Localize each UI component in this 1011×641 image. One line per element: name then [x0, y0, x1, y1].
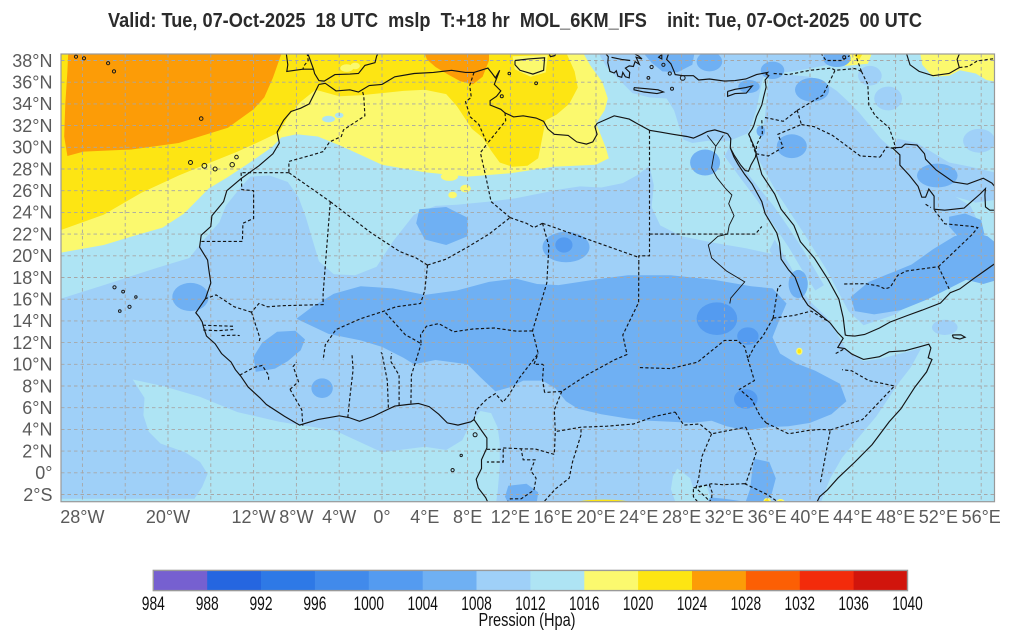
svg-text:8°W: 8°W — [279, 507, 313, 527]
svg-text:20°E: 20°E — [576, 507, 615, 527]
svg-text:28°W: 28°W — [60, 507, 104, 527]
svg-text:8°N: 8°N — [22, 376, 52, 396]
svg-text:1020: 1020 — [623, 594, 654, 615]
svg-text:36°N: 36°N — [12, 73, 52, 93]
svg-text:988: 988 — [196, 594, 219, 615]
svg-text:32°E: 32°E — [705, 507, 744, 527]
svg-text:26°N: 26°N — [12, 181, 52, 201]
svg-text:0°: 0° — [35, 463, 52, 483]
svg-text:8°E: 8°E — [453, 507, 482, 527]
svg-text:34°N: 34°N — [12, 94, 52, 114]
svg-text:1012: 1012 — [515, 594, 546, 615]
svg-text:28°N: 28°N — [12, 159, 52, 179]
svg-text:14°N: 14°N — [12, 311, 52, 331]
svg-text:40°E: 40°E — [790, 507, 829, 527]
svg-text:996: 996 — [303, 594, 326, 615]
svg-text:20°N: 20°N — [12, 246, 52, 266]
svg-text:4°W: 4°W — [322, 507, 356, 527]
svg-text:28°E: 28°E — [662, 507, 701, 527]
svg-text:1040: 1040 — [892, 594, 923, 615]
svg-text:24°N: 24°N — [12, 203, 52, 223]
svg-text:984: 984 — [142, 594, 165, 615]
svg-text:36°E: 36°E — [748, 507, 787, 527]
svg-text:32°N: 32°N — [12, 116, 52, 136]
svg-text:30°N: 30°N — [12, 138, 52, 158]
svg-text:1004: 1004 — [407, 594, 438, 615]
svg-text:1032: 1032 — [785, 594, 816, 615]
svg-text:1000: 1000 — [354, 594, 385, 615]
svg-text:44°E: 44°E — [833, 507, 872, 527]
svg-text:10°N: 10°N — [12, 355, 52, 375]
svg-text:1016: 1016 — [569, 594, 600, 615]
svg-text:992: 992 — [250, 594, 273, 615]
svg-text:56°E: 56°E — [962, 507, 1001, 527]
svg-text:12°N: 12°N — [12, 333, 52, 353]
svg-text:1036: 1036 — [838, 594, 869, 615]
svg-text:4°E: 4°E — [410, 507, 439, 527]
svg-text:16°E: 16°E — [534, 507, 573, 527]
svg-text:2°N: 2°N — [22, 441, 52, 461]
svg-text:52°E: 52°E — [919, 507, 958, 527]
svg-text:Pression (Hpa): Pression (Hpa) — [479, 610, 576, 630]
svg-text:1008: 1008 — [461, 594, 492, 615]
svg-text:1028: 1028 — [731, 594, 762, 615]
svg-text:12°E: 12°E — [491, 507, 530, 527]
svg-text:38°N: 38°N — [12, 51, 52, 71]
svg-text:6°N: 6°N — [22, 398, 52, 418]
svg-text:48°E: 48°E — [876, 507, 915, 527]
svg-text:24°E: 24°E — [619, 507, 658, 527]
svg-text:16°N: 16°N — [12, 290, 52, 310]
svg-text:18°N: 18°N — [12, 268, 52, 288]
svg-text:22°N: 22°N — [12, 224, 52, 244]
svg-text:0°: 0° — [373, 507, 390, 527]
svg-text:20°W: 20°W — [146, 507, 190, 527]
svg-text:2°S: 2°S — [23, 485, 52, 505]
svg-text:1024: 1024 — [677, 594, 708, 615]
svg-text:Valid: Tue, 07-Oct-2025 18 UT: Valid: Tue, 07-Oct-2025 18 UTC mslp T:+1… — [108, 10, 922, 32]
svg-text:4°N: 4°N — [22, 420, 52, 440]
svg-text:12°W: 12°W — [231, 507, 275, 527]
